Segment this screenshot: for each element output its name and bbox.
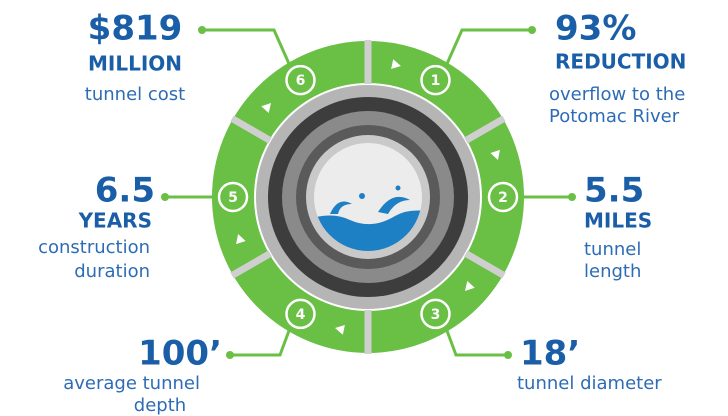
arrow-marker — [261, 102, 272, 113]
connector — [444, 28, 532, 67]
connector-dot — [568, 193, 576, 201]
stat-value: $819 — [88, 9, 183, 49]
stat-description: tunnel — [584, 239, 641, 260]
stat-value: 5.5 — [584, 171, 644, 211]
connector — [444, 327, 508, 357]
stat-value: 18’ — [520, 334, 580, 374]
ring-decoration — [230, 40, 506, 354]
node-badge — [285, 64, 316, 96]
stat-description: average tunnel — [63, 373, 200, 394]
connector-dot — [161, 193, 169, 201]
stat-unit: REDUCTION — [555, 50, 686, 74]
connector — [230, 327, 292, 357]
node-number: 5 — [228, 190, 238, 206]
connector-dot — [504, 351, 512, 359]
node-number: 3 — [431, 307, 441, 323]
stat-value: 93% — [555, 9, 636, 49]
stat-description: overflow to the — [549, 84, 685, 105]
arrow-marker — [464, 281, 475, 292]
node-number: 4 — [296, 307, 306, 323]
node-badge — [487, 181, 519, 213]
stat-value: 6.5 — [95, 171, 155, 211]
stat-unit: MILLION — [88, 52, 182, 76]
node-badge — [217, 181, 249, 213]
stat-description: tunnel diameter — [517, 373, 662, 394]
segment-gap — [230, 250, 272, 279]
arrow-marker — [391, 59, 401, 70]
node-number: 1 — [431, 73, 441, 89]
connector — [202, 28, 292, 67]
stat-value: 100’ — [138, 334, 222, 374]
stat-unit: YEARS — [78, 209, 152, 233]
stat-description: tunnel cost — [85, 84, 185, 105]
node-badge — [285, 298, 316, 330]
node-number: 6 — [296, 73, 306, 89]
connector-dot — [198, 26, 206, 34]
segment-gap — [230, 115, 272, 144]
stat-unit: MILES — [584, 209, 652, 233]
stat-description: Potomac River — [549, 106, 680, 127]
stat-description: construction — [38, 237, 150, 258]
node-number: 2 — [498, 190, 508, 206]
connector-dot — [528, 26, 536, 34]
segment-gap — [464, 115, 506, 144]
segment-gap — [464, 250, 506, 279]
arrow-marker — [335, 324, 345, 335]
stat-description: depth — [134, 395, 186, 416]
stat-description: length — [584, 261, 641, 282]
connector-dot — [226, 351, 234, 359]
stat-description: duration — [74, 261, 150, 282]
arrow-marker — [490, 149, 500, 161]
node-badge — [420, 298, 451, 330]
arrow-marker — [236, 233, 246, 245]
node-badge — [420, 64, 451, 96]
